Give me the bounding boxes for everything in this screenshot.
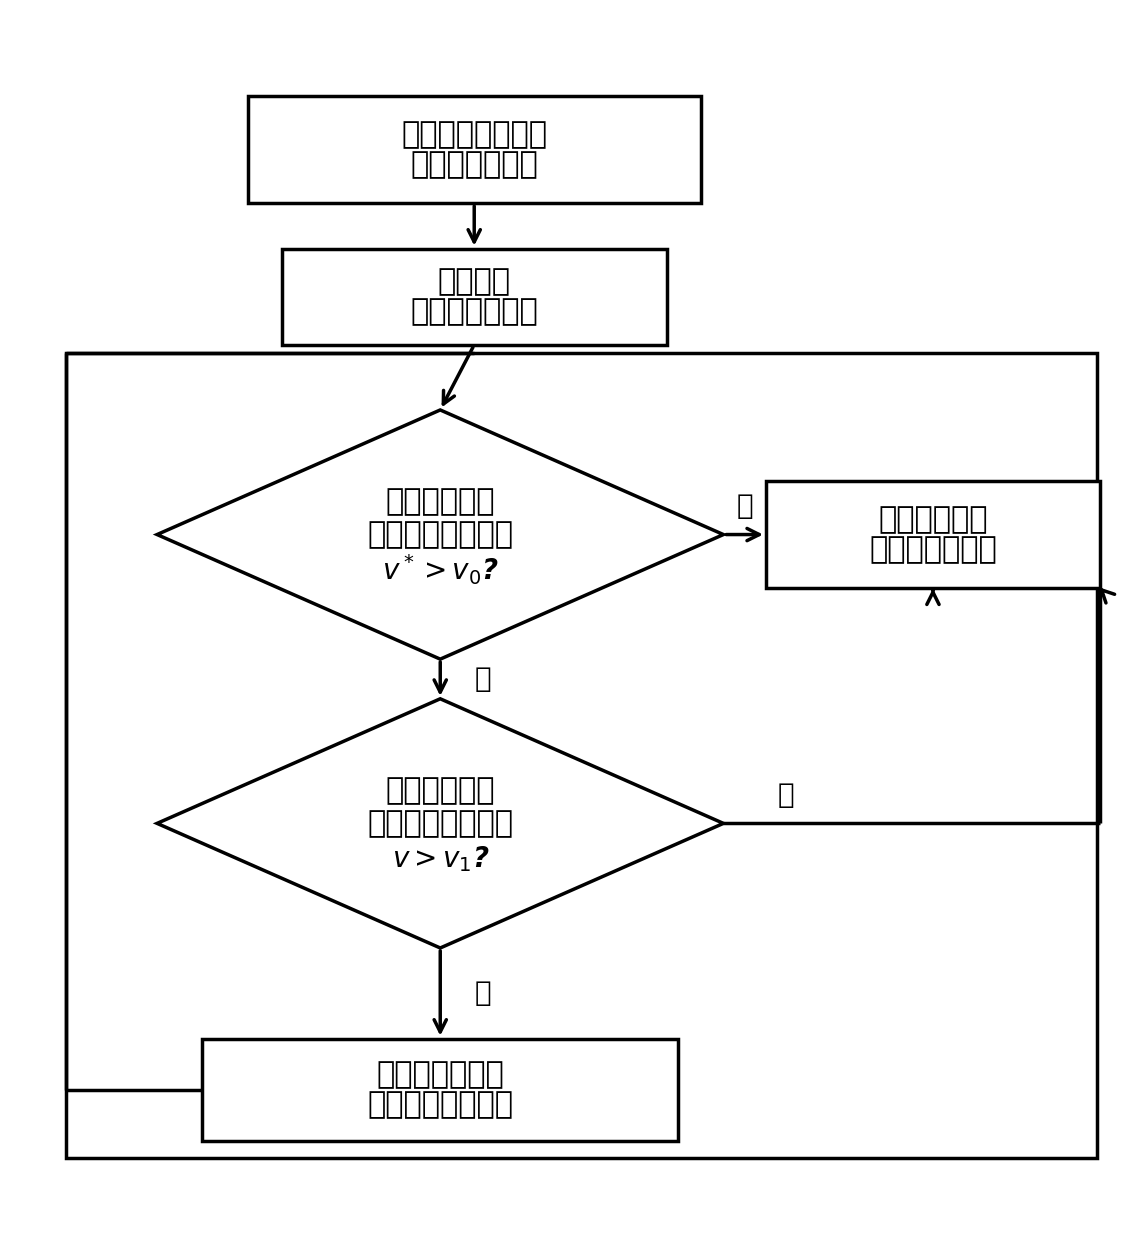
Text: 否: 否: [777, 781, 794, 809]
Bar: [248, 95, 701, 203]
Text: （高频注入法）: （高频注入法）: [869, 535, 997, 564]
Text: 是: 是: [475, 665, 492, 693]
Text: 低速控制模块: 低速控制模块: [879, 506, 988, 534]
Text: 是否超过临界转速: 是否超过临界转速: [367, 520, 513, 549]
Bar: [202, 1038, 678, 1141]
Polygon shape: [157, 699, 723, 948]
Text: 检测指令速度: 检测指令速度: [386, 488, 495, 517]
Text: 中高速控制模块: 中高速控制模块: [377, 1061, 504, 1089]
Bar: [766, 481, 1100, 589]
Polygon shape: [157, 410, 723, 659]
Bar: [66, 353, 1098, 1157]
Text: 是否高于失控转速: 是否高于失控转速: [367, 809, 513, 838]
Text: $v^* > v_0$?: $v^* > v_0$?: [382, 553, 499, 587]
Bar: [282, 249, 666, 344]
Text: $v > v_1$?: $v > v_1$?: [391, 844, 489, 873]
Text: 是: 是: [475, 979, 492, 1007]
Text: （滑模观测器法）: （滑模观测器法）: [367, 1090, 513, 1119]
Text: 监测实际速度: 监测实际速度: [386, 777, 495, 805]
Text: 起动模块: 起动模块: [438, 268, 511, 296]
Text: 否: 否: [736, 492, 753, 520]
Text: （高频注入法）: （高频注入法）: [411, 150, 539, 178]
Text: （高频注入法）: （高频注入法）: [411, 297, 539, 326]
Text: 初始位置识别模块: 初始位置识别模块: [402, 120, 548, 149]
